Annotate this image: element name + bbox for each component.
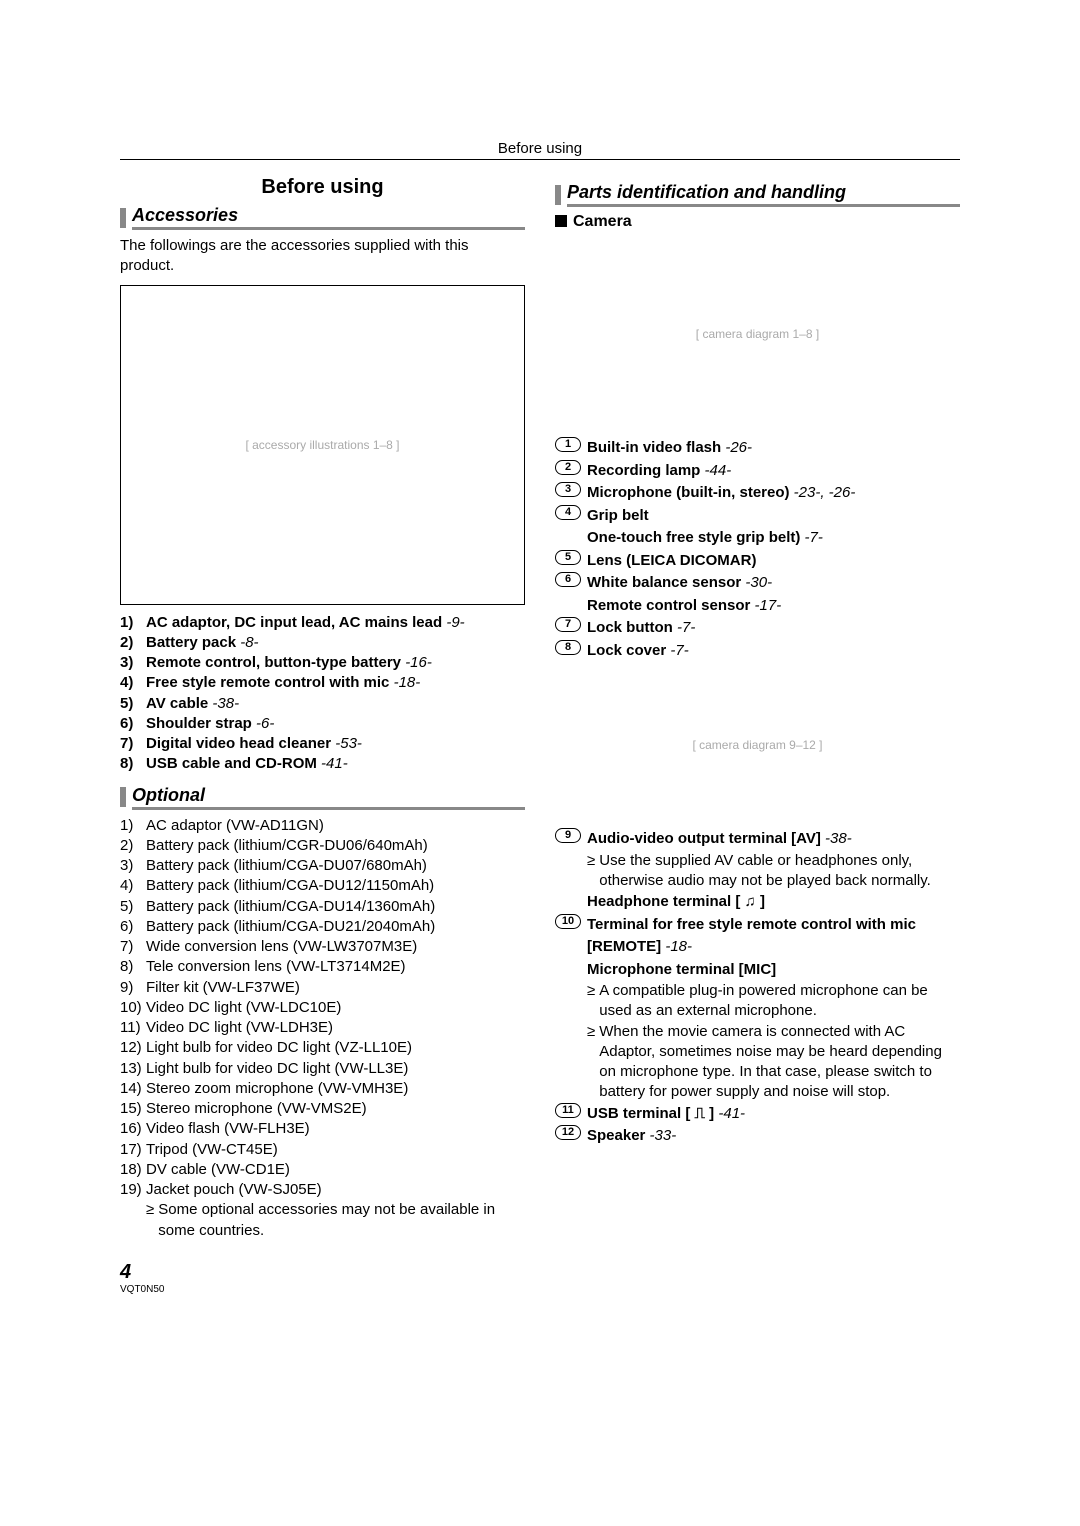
list-item: 18)DV cable (VW-CD1E) (120, 1160, 525, 1180)
parts-heading-wrap: Parts identification and handling (555, 182, 960, 207)
camera-illustration-2: [ camera diagram 9–12 ] (555, 670, 960, 820)
parts-item: 8Lock cover -7- (555, 640, 960, 663)
section-title: Before using (120, 176, 525, 199)
left-column: Before using Accessories The followings … (120, 176, 525, 1241)
accessories-intro: The followings are the accessories suppl… (120, 236, 525, 277)
accessories-heading-wrap: Accessories (120, 205, 525, 230)
parts-item: 10Terminal for free style remote control… (555, 914, 960, 1103)
list-item: 14)Stereo zoom microphone (VW-VMH3E) (120, 1079, 525, 1099)
list-item: 15)Stereo microphone (VW-VMS2E) (120, 1099, 525, 1119)
list-item: 3)Remote control, button-type battery -1… (120, 653, 525, 673)
camera-subheading: Camera (555, 213, 960, 231)
optional-note: ≥Some optional accessories may not be av… (146, 1200, 525, 1241)
list-item: 6)Battery pack (lithium/CGA-DU21/2040mAh… (120, 917, 525, 937)
heading-bar (120, 208, 126, 228)
list-item: 1)AC adaptor, DC input lead, AC mains le… (120, 613, 525, 633)
optional-heading: Optional (132, 785, 525, 810)
parts-item: 5Lens (LEICA DICOMAR) (555, 550, 960, 573)
list-item: 16)Video flash (VW-FLH3E) (120, 1119, 525, 1139)
list-item: 17)Tripod (VW-CT45E) (120, 1140, 525, 1160)
list-item: 5)AV cable -38- (120, 694, 525, 714)
list-item: 8)Tele conversion lens (VW-LT3714M2E) (120, 957, 525, 977)
optional-list: 1)AC adaptor (VW-AD11GN)2)Battery pack (… (120, 816, 525, 1201)
right-column: Parts identification and handling Camera… (555, 176, 960, 1241)
parts-item: 7Lock button -7- (555, 617, 960, 640)
parts-item: 3Microphone (built-in, stereo) -23-, -26… (555, 482, 960, 505)
list-item: 3)Battery pack (lithium/CGA-DU07/680mAh) (120, 856, 525, 876)
list-item: 4)Battery pack (lithium/CGA-DU12/1150mAh… (120, 876, 525, 896)
list-item: 7)Digital video head cleaner -53- (120, 734, 525, 754)
parts-item: 4Grip beltOne-touch free style grip belt… (555, 505, 960, 550)
parts-item: 12Speaker -33- (555, 1125, 960, 1148)
list-item: 12)Light bulb for video DC light (VZ-LL1… (120, 1038, 525, 1058)
list-item: 7)Wide conversion lens (VW-LW3707M3E) (120, 937, 525, 957)
list-item: 2)Battery pack (lithium/CGR-DU06/640mAh) (120, 836, 525, 856)
parts-heading: Parts identification and handling (567, 182, 960, 207)
list-item: 8)USB cable and CD-ROM -41- (120, 754, 525, 774)
list-item: 13)Light bulb for video DC light (VW-LL3… (120, 1059, 525, 1079)
parts-item: 11USB terminal [ ⎍ ] -41- (555, 1103, 960, 1126)
accessories-illustration: [ accessory illustrations 1–8 ] (120, 285, 525, 605)
parts-item: 1Built-in video flash -26- (555, 437, 960, 460)
list-item: 2)Battery pack -8- (120, 633, 525, 653)
optional-heading-wrap: Optional (120, 785, 525, 810)
parts-item: 9Audio-video output terminal [AV] -38-≥U… (555, 828, 960, 914)
list-item: 9)Filter kit (VW-LF37WE) (120, 978, 525, 998)
heading-bar (120, 787, 126, 807)
parts-list-1: 1Built-in video flash -26-2Recording lam… (555, 437, 960, 662)
doc-code: VQT0N50 (120, 1284, 960, 1295)
list-item: 10)Video DC light (VW-LDC10E) (120, 998, 525, 1018)
list-item: 6)Shoulder strap -6- (120, 714, 525, 734)
list-item: 4)Free style remote control with mic -18… (120, 673, 525, 693)
list-item: 5)Battery pack (lithium/CGA-DU14/1360mAh… (120, 897, 525, 917)
accessories-heading: Accessories (132, 205, 525, 230)
list-item: 1)AC adaptor (VW-AD11GN) (120, 816, 525, 836)
parts-item: 2Recording lamp -44- (555, 460, 960, 483)
parts-item: 6White balance sensor -30-Remote control… (555, 572, 960, 617)
list-item: 11)Video DC light (VW-LDH3E) (120, 1018, 525, 1038)
list-item: 19)Jacket pouch (VW-SJ05E) (120, 1180, 525, 1200)
camera-illustration-1: [ camera diagram 1–8 ] (555, 239, 960, 429)
accessories-list: 1)AC adaptor, DC input lead, AC mains le… (120, 613, 525, 775)
two-column-layout: Before using Accessories The followings … (120, 176, 960, 1241)
page-header: Before using (120, 140, 960, 160)
parts-list-2: 9Audio-video output terminal [AV] -38-≥U… (555, 828, 960, 1148)
heading-bar (555, 185, 561, 205)
page-number: 4 (120, 1261, 960, 1284)
